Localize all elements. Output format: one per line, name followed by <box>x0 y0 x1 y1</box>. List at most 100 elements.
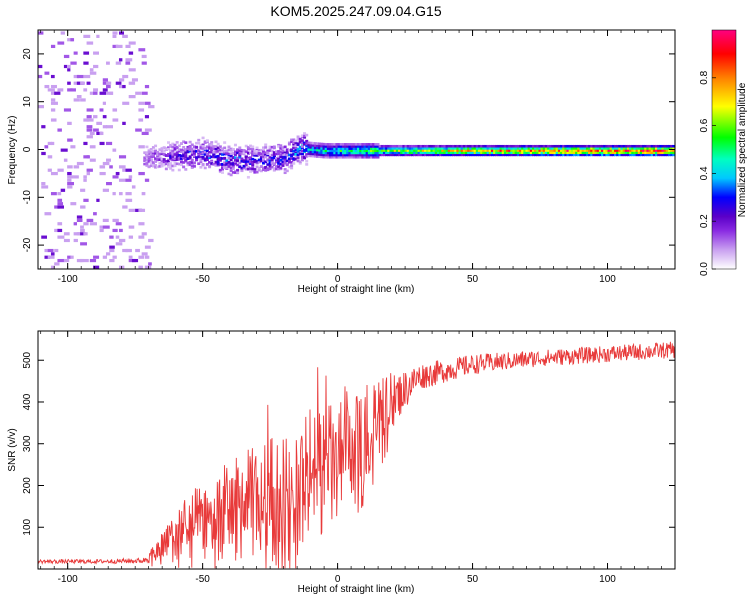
spectrogram-signal-cell <box>262 161 266 165</box>
spectrogram-signal-cell <box>501 147 505 150</box>
spectrogram-signal-cell <box>549 144 553 148</box>
spectrogram-signal-cell <box>423 153 427 157</box>
spectrogram-signal-cell <box>359 143 363 146</box>
spectrogram-signal-cell <box>430 149 434 152</box>
spectrogram-noise-cell <box>57 128 62 132</box>
spectrogram-signal-cell <box>216 160 220 164</box>
spectrogram-signal-cell <box>661 153 665 157</box>
spectrogram-signal-cell <box>199 146 203 149</box>
spectrogram-noise-cell <box>83 198 89 202</box>
spectrogram-signal-cell <box>460 149 464 152</box>
spectrogram-noise-cell <box>122 34 128 38</box>
spectrogram-cells <box>38 31 675 269</box>
spectrogram-signal-cell <box>555 149 559 152</box>
spectrogram-signal-cell <box>568 151 572 155</box>
spectrogram-signal-cell <box>477 144 481 148</box>
spectrogram-signal-cell <box>540 147 544 150</box>
spectrogram-signal-cell <box>365 149 369 153</box>
spectrogram-signal-cell <box>454 153 458 157</box>
spectrogram-signal-cell <box>290 153 294 157</box>
spectrogram-signal-cell <box>518 147 522 150</box>
spectrogram-signal-cell <box>635 144 639 148</box>
spectrogram-signal-cell <box>285 148 289 151</box>
spectrogram-signal-cell <box>458 147 462 150</box>
spectrogram-noise-cell <box>63 238 70 243</box>
spectrogram-noise-cell <box>89 131 95 136</box>
spectrogram-signal-cell <box>188 155 192 158</box>
spectrogram-signal-cell <box>294 144 298 147</box>
spectrogram-signal-cell <box>616 144 620 148</box>
spectrogram-signal-cell <box>590 151 594 155</box>
spectrogram-noise-cell <box>50 171 58 176</box>
spectrogram-signal-cell <box>244 158 248 161</box>
spectrogram-signal-cell <box>182 140 186 144</box>
spectrogram-signal-cell <box>667 151 671 155</box>
spectrogram-noise-cell <box>47 141 52 146</box>
spectrogram-signal-cell <box>404 149 408 152</box>
spectrogram-signal-cell <box>357 149 361 153</box>
spectrogram-signal-cell <box>462 153 466 157</box>
spectrogram-signal-cell <box>255 170 259 174</box>
spectrogram-ylabel: Frequency (Hz) <box>7 116 18 185</box>
spectrogram-signal-cell <box>469 147 473 150</box>
spectrogram-signal-cell <box>497 149 501 152</box>
spectrogram-noise-cell <box>67 185 73 189</box>
spectrogram-noise-cell <box>47 155 53 159</box>
spectrogram-signal-cell <box>620 149 624 152</box>
spectrogram-signal-cell <box>177 158 181 161</box>
spectrogram-signal-cell <box>598 149 602 152</box>
spectrogram-signal-cell <box>421 151 425 155</box>
spectrogram-noise-cell <box>86 81 91 85</box>
spectrogram-signal-cell <box>253 168 257 171</box>
spectrogram-signal-cell <box>283 153 287 156</box>
spectrogram-signal-cell <box>354 149 358 153</box>
spectrogram-signal-cell <box>646 149 650 152</box>
spectrogram-signal-cell <box>283 156 287 159</box>
spectrogram-noise-cell <box>83 74 91 79</box>
spectrogram-signal-cell <box>432 149 436 152</box>
spectrogram-noise-cell <box>122 101 130 105</box>
spectrogram-signal-cell <box>523 149 527 152</box>
spectrogram-noise-cell <box>102 255 108 259</box>
spectrogram-signal-cell <box>318 155 322 159</box>
spectrogram-signal-cell <box>324 153 328 157</box>
spectrogram-signal-cell <box>540 149 544 152</box>
spectrogram-noise-cell <box>67 81 71 85</box>
spectrogram-signal-cell <box>208 154 212 158</box>
spectrogram-noise-cell <box>144 265 152 269</box>
spectrogram-signal-cell <box>264 155 268 159</box>
spectrogram-signal-cell <box>521 153 525 157</box>
spectrogram-signal-cell <box>186 149 190 153</box>
spectrogram-signal-cell <box>167 165 171 169</box>
spectrogram-signal-cell <box>667 144 671 148</box>
spectrogram-signal-cell <box>499 147 503 150</box>
spectrogram-signal-cell <box>443 149 447 152</box>
spectrogram-signal-cell <box>538 144 542 148</box>
spectrogram-signal-cell <box>357 151 361 155</box>
spectrogram-signal-cell <box>618 153 622 157</box>
spectrogram-signal-cell <box>486 149 490 152</box>
spectrogram-signal-cell <box>285 153 289 157</box>
spectrogram-signal-cell <box>484 153 488 157</box>
spectrogram-signal-cell <box>631 151 635 155</box>
spectrogram-signal-cell <box>471 149 475 152</box>
spectrogram-signal-cell <box>577 149 581 152</box>
spectrogram-signal-cell <box>231 164 235 168</box>
spectrogram-signal-cell <box>436 144 440 148</box>
spectrogram-signal-cell <box>471 151 475 155</box>
spectrogram-signal-cell <box>167 159 171 163</box>
spectrogram-signal-cell <box>272 155 276 159</box>
spectrogram-noise-cell <box>125 178 132 182</box>
spectrogram-signal-cell <box>244 144 248 148</box>
spectrogram-noise-cell <box>118 84 124 89</box>
spectrogram-signal-cell <box>253 151 257 154</box>
spectrogram-signal-cell <box>544 149 548 152</box>
spectrogram-signal-cell <box>363 143 367 146</box>
spectrogram-noise-cell <box>76 161 84 166</box>
spectrogram-signal-cell <box>510 147 514 150</box>
spectrogram-signal-cell <box>160 152 164 155</box>
spectrogram-signal-cell <box>465 144 469 148</box>
spectrogram-signal-cell <box>590 153 594 157</box>
spectrogram-signal-cell <box>655 153 659 157</box>
spectrogram-signal-cell <box>339 155 343 159</box>
